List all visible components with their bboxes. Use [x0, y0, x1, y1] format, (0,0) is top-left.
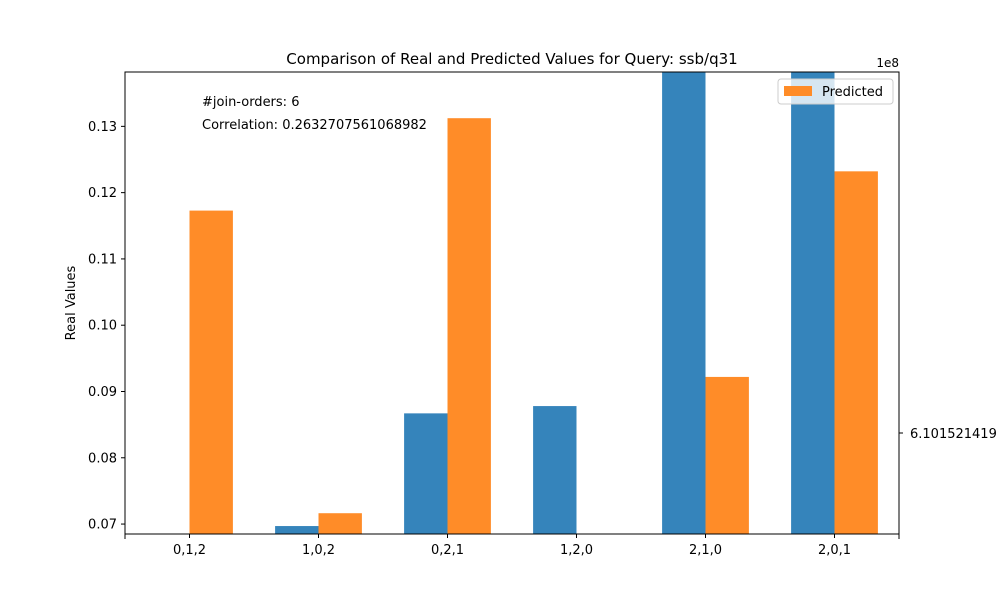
- y-tick-label: 0.09: [88, 385, 117, 400]
- annotation-correlation: Correlation: 0.2632707561068982: [202, 118, 427, 133]
- predicted-bar-102: [318, 513, 362, 534]
- plot-frame: [124, 71, 900, 535]
- real-bars: [275, 72, 835, 534]
- x-tick-label: 0,1,2: [173, 543, 206, 558]
- real-bar-210: [662, 72, 706, 534]
- legend: Predicted: [777, 78, 894, 105]
- legend-label-predicted: Predicted: [822, 85, 883, 100]
- legend-swatch-predicted: [784, 86, 812, 96]
- x-tick-label: 0,2,1: [431, 543, 464, 558]
- real-bar-201: [791, 72, 835, 534]
- y-tick-label: 0.12: [88, 186, 117, 201]
- predicted-bar-021: [447, 118, 491, 534]
- x-tick-label: 2,0,1: [818, 543, 851, 558]
- y-tick-label: 0.10: [88, 319, 117, 334]
- predicted-bar-012: [189, 210, 233, 534]
- x-tick-label: 1,2,0: [560, 543, 593, 558]
- chart-title: Comparison of Real and Predicted Values …: [286, 50, 737, 68]
- predicted-bar-201: [834, 171, 878, 534]
- y-axis-ticks: 0.07 0.08 0.09 0.10 0.11 0.12 0.13: [88, 120, 125, 533]
- y-axis-label: Real Values: [64, 265, 79, 340]
- x-tick-label: 1,0,2: [302, 543, 335, 558]
- secondary-axis-offset-label: 1e8: [876, 56, 899, 70]
- x-tick-label: 2,1,0: [689, 543, 722, 558]
- secondary-axis-tick-label: 6.101521419: [910, 427, 997, 442]
- y-tick-label: 0.11: [88, 252, 117, 267]
- real-bar-120: [533, 406, 577, 534]
- real-bar-021: [404, 413, 448, 534]
- annotation-join-orders: #join-orders: 6: [202, 95, 299, 110]
- predicted-bars: [189, 118, 878, 534]
- y-tick-label: 0.07: [88, 518, 117, 533]
- real-bar-102: [275, 526, 319, 534]
- legend-box: [777, 78, 894, 105]
- y-tick-label: 0.08: [88, 451, 117, 466]
- x-axis-ticks: 0,1,2 1,0,2 0,2,1 1,2,0 2,1,0 2,0,1: [124, 534, 900, 558]
- y-tick-label: 0.13: [88, 120, 117, 135]
- predicted-bar-210: [705, 376, 749, 534]
